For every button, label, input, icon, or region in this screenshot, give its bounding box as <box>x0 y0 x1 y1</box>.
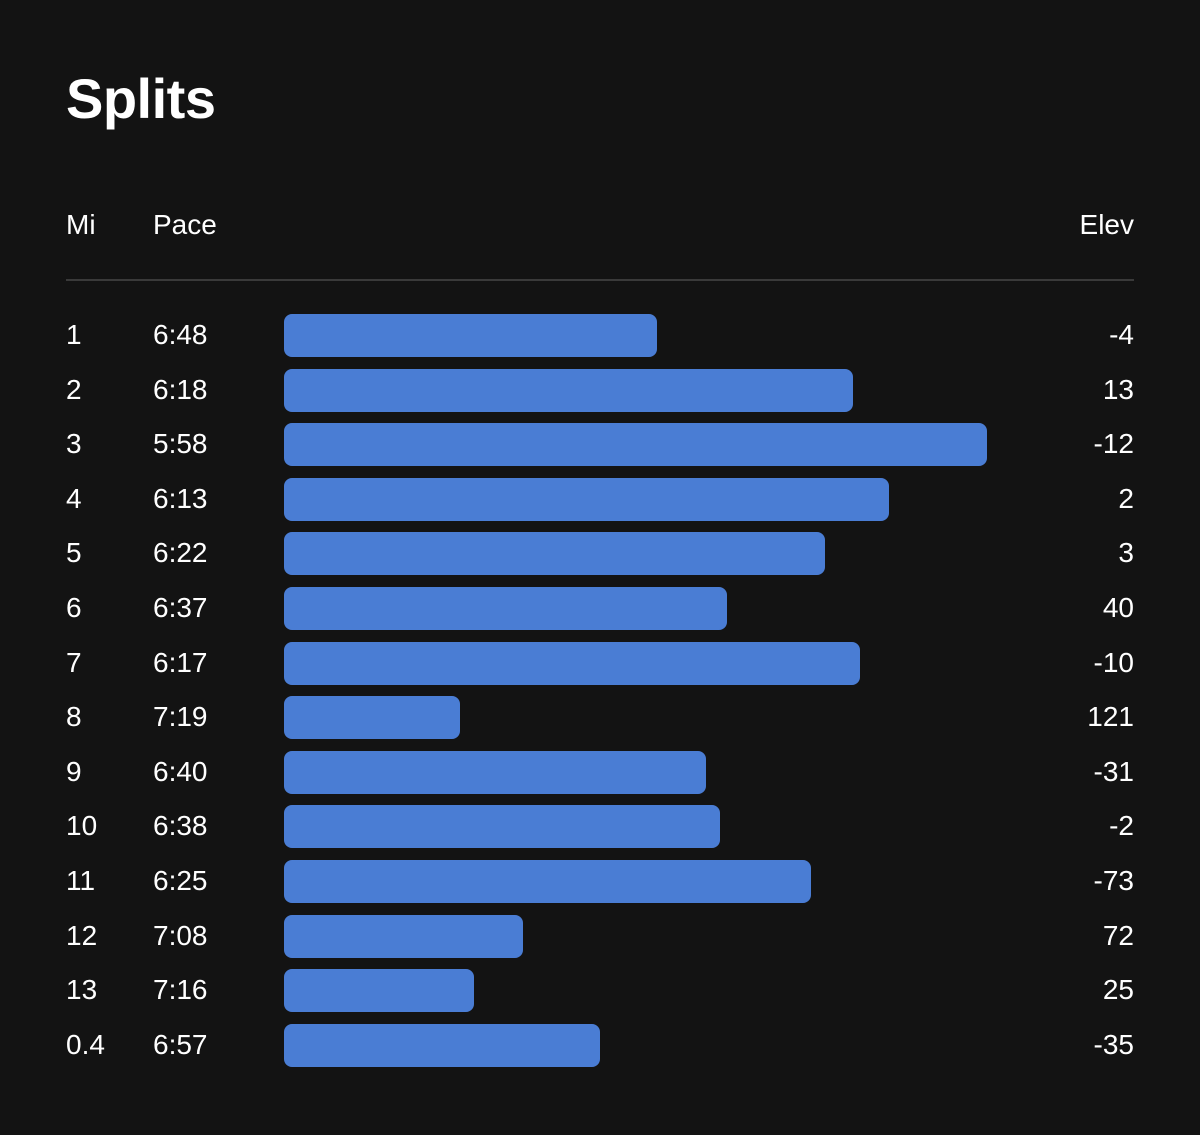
split-mile: 5 <box>66 537 82 569</box>
split-mile: 8 <box>66 701 82 733</box>
split-row: 11 6:25 -73 <box>0 859 1200 903</box>
split-mile: 4 <box>66 482 82 514</box>
split-elevation: 13 <box>1102 373 1134 405</box>
split-elevation: -73 <box>1093 865 1134 896</box>
split-elevation: -10 <box>1093 646 1134 678</box>
split-pace: 6:40 <box>153 755 208 787</box>
split-row: 5 6:22 3 <box>0 531 1200 576</box>
split-pace: 6:17 <box>153 646 208 678</box>
header-divider <box>66 279 1134 281</box>
split-mile: 3 <box>66 428 82 460</box>
split-elevation: -12 <box>1093 428 1134 460</box>
column-header-mi: Mi <box>66 209 96 240</box>
split-row: 12 7:08 72 <box>0 914 1200 958</box>
pace-bar <box>284 423 987 467</box>
split-mile: 13 <box>66 974 98 1006</box>
split-pace: 6:18 <box>153 373 208 405</box>
split-row: 13 7:16 25 <box>0 968 1200 1013</box>
split-elevation: 72 <box>1102 919 1134 951</box>
pace-bar <box>284 805 720 849</box>
split-pace: 7:08 <box>153 919 208 951</box>
split-row: 9 6:40 -31 <box>0 750 1200 794</box>
split-elevation: -31 <box>1093 755 1134 787</box>
pace-bar <box>284 641 860 685</box>
split-pace: 6:57 <box>153 1028 208 1060</box>
split-pace: 7:19 <box>153 701 208 733</box>
split-pace: 5:58 <box>153 428 208 460</box>
pace-bar <box>284 314 657 357</box>
split-elevation: 2 <box>1118 482 1134 514</box>
pace-bar <box>284 1023 600 1067</box>
split-mile: 10 <box>66 810 98 842</box>
pace-bar <box>284 532 825 576</box>
split-row: 8 7:19 121 <box>0 695 1200 740</box>
split-pace: 6:48 <box>153 319 208 350</box>
split-mile: 9 <box>66 755 82 787</box>
pace-bar <box>284 914 523 958</box>
pace-bar <box>284 477 889 521</box>
split-mile: 12 <box>66 919 98 951</box>
split-mile: 6 <box>66 592 82 623</box>
split-row: 6 6:37 40 <box>0 586 1200 630</box>
page-title: Splits <box>66 67 216 130</box>
split-pace: 7:16 <box>153 974 208 1006</box>
pace-bar <box>284 368 853 412</box>
split-elevation: 25 <box>1102 974 1134 1006</box>
split-pace: 6:25 <box>153 865 208 896</box>
split-pace: 6:38 <box>153 810 208 842</box>
split-mile: 1 <box>66 319 82 350</box>
pace-bar <box>284 969 474 1013</box>
split-row: 1 6:48 -4 <box>0 313 1200 357</box>
column-header-elev: Elev <box>1079 209 1134 240</box>
pace-bar <box>284 750 706 794</box>
split-mile: 7 <box>66 646 82 678</box>
split-elevation: -35 <box>1093 1028 1134 1060</box>
split-row: 3 5:58 -12 <box>0 422 1200 467</box>
split-row: 10 6:38 -2 <box>0 804 1200 849</box>
split-elevation: 40 <box>1102 592 1134 623</box>
pace-bar <box>284 696 460 740</box>
split-elevation: 3 <box>1118 537 1134 569</box>
column-header-pace: Pace <box>153 209 217 240</box>
split-pace: 6:37 <box>153 592 208 623</box>
split-pace: 6:22 <box>153 537 208 569</box>
split-elevation: -2 <box>1109 810 1134 842</box>
split-mile: 0.4 <box>66 1028 105 1060</box>
split-row: 2 6:18 13 <box>0 368 1200 412</box>
split-row: 7 6:17 -10 <box>0 641 1200 685</box>
split-row: 0.4 6:57 -35 <box>0 1023 1200 1067</box>
pace-bar <box>284 587 727 630</box>
split-row: 4 6:13 2 <box>0 477 1200 521</box>
split-mile: 2 <box>66 373 82 405</box>
split-elevation: 121 <box>1087 701 1134 733</box>
split-pace: 6:13 <box>153 482 208 514</box>
pace-bar <box>284 860 811 903</box>
split-elevation: -4 <box>1109 319 1134 350</box>
split-mile: 11 <box>66 865 96 896</box>
